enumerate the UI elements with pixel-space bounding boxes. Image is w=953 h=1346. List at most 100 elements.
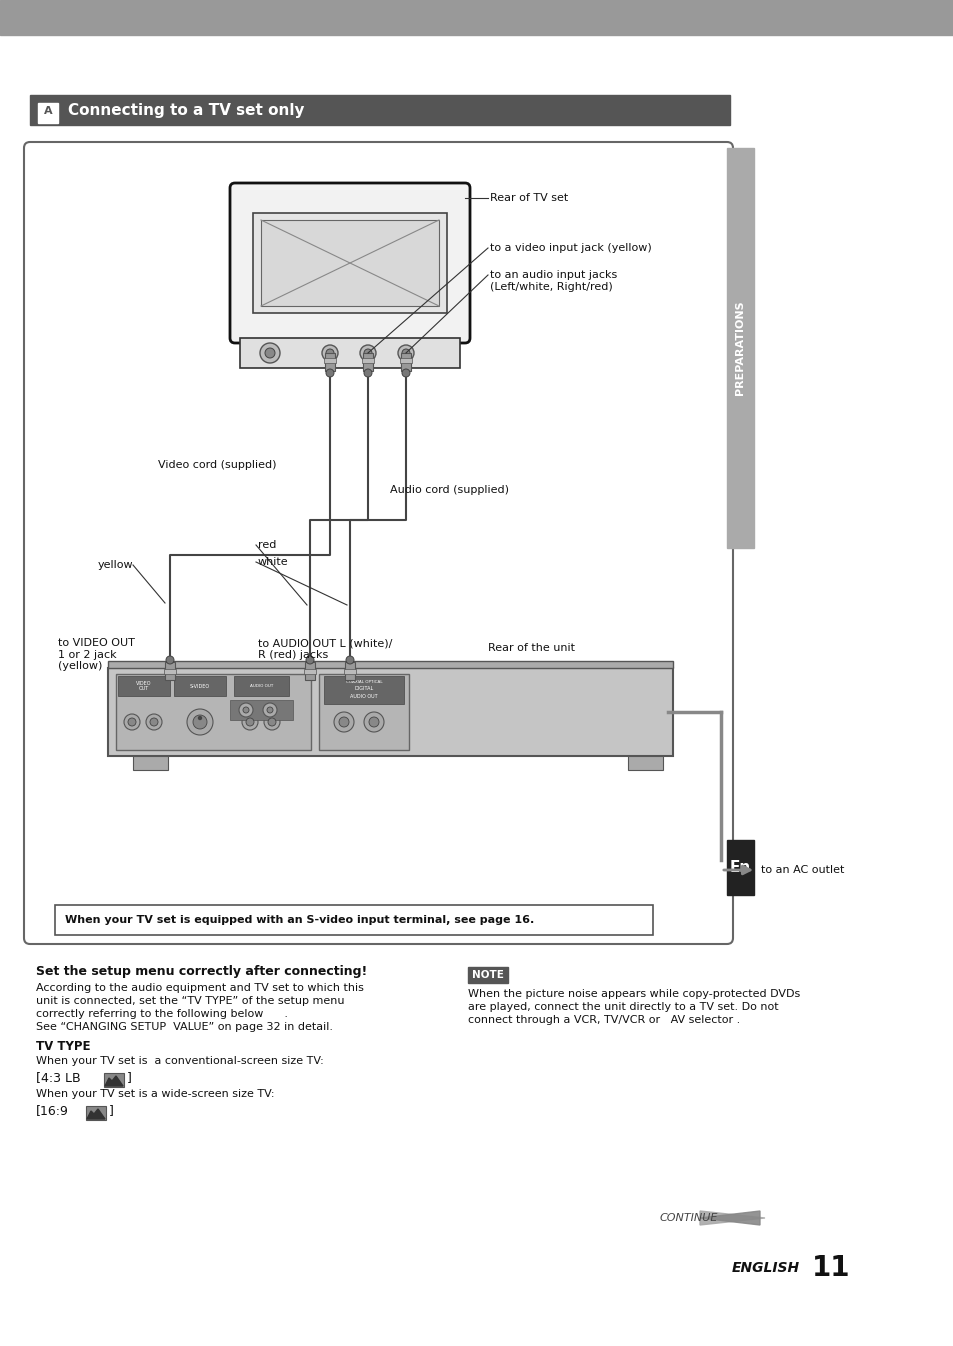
Bar <box>30 96 729 125</box>
Text: A: A <box>44 106 52 116</box>
Text: Video cord (supplied): Video cord (supplied) <box>158 460 276 470</box>
FancyBboxPatch shape <box>230 183 470 343</box>
Bar <box>400 353 411 371</box>
Circle shape <box>267 707 273 713</box>
Circle shape <box>364 369 372 377</box>
Bar <box>164 669 175 674</box>
Bar <box>325 353 335 371</box>
Circle shape <box>401 369 410 377</box>
Bar <box>132 756 168 770</box>
Text: are played, connect the unit directly to a TV set. Do not: are played, connect the unit directly to… <box>468 1001 778 1012</box>
Text: CONTINUE: CONTINUE <box>659 1213 718 1224</box>
Text: COAXIAL OPTICAL: COAXIAL OPTICAL <box>345 680 382 684</box>
Circle shape <box>346 656 354 664</box>
Text: Set the setup menu correctly after connecting!: Set the setup menu correctly after conne… <box>36 965 367 979</box>
Bar <box>86 1106 106 1120</box>
Circle shape <box>146 713 162 730</box>
Bar <box>305 662 314 680</box>
Text: [16:9: [16:9 <box>36 1104 69 1117</box>
Circle shape <box>193 715 207 730</box>
Text: When your TV set is  a conventional-screen size TV:: When your TV set is a conventional-scree… <box>36 1057 323 1066</box>
Text: 11: 11 <box>811 1254 850 1281</box>
Bar <box>230 700 293 720</box>
Circle shape <box>364 349 372 357</box>
Bar <box>726 840 753 895</box>
Bar <box>627 756 662 770</box>
Bar <box>361 358 374 363</box>
Circle shape <box>166 656 173 664</box>
Text: VIDEO
OUT: VIDEO OUT <box>136 681 152 692</box>
Bar <box>240 338 459 367</box>
Bar <box>116 674 311 750</box>
Circle shape <box>243 707 249 713</box>
Text: ]: ] <box>109 1104 113 1117</box>
Text: [4:3 LB: [4:3 LB <box>36 1071 81 1084</box>
Bar <box>304 669 315 674</box>
Text: AUDIO OUT: AUDIO OUT <box>250 684 273 688</box>
Text: When your TV set is equipped with an S-video input terminal, see page 16.: When your TV set is equipped with an S-v… <box>65 915 534 925</box>
Text: white: white <box>257 557 289 567</box>
Circle shape <box>322 345 337 361</box>
Text: to a video input jack (yellow): to a video input jack (yellow) <box>490 244 651 253</box>
Bar <box>345 662 355 680</box>
Circle shape <box>364 712 384 732</box>
Circle shape <box>242 713 257 730</box>
Bar <box>173 676 226 696</box>
Text: ENGLISH: ENGLISH <box>731 1261 800 1275</box>
Bar <box>261 219 438 306</box>
Text: DIGITAL: DIGITAL <box>354 686 374 692</box>
Polygon shape <box>700 1211 764 1225</box>
Text: S-VIDEO: S-VIDEO <box>190 684 210 689</box>
Text: Connecting to a TV set only: Connecting to a TV set only <box>68 104 304 118</box>
Text: En: En <box>729 860 750 875</box>
Bar <box>38 104 58 122</box>
Text: to VIDEO OUT
1 or 2 jack
(yellow): to VIDEO OUT 1 or 2 jack (yellow) <box>58 638 134 672</box>
Circle shape <box>326 349 334 357</box>
Circle shape <box>338 717 349 727</box>
Bar <box>318 674 409 750</box>
Circle shape <box>239 703 253 717</box>
Circle shape <box>265 349 274 358</box>
Text: When your TV set is a wide-screen size TV:: When your TV set is a wide-screen size T… <box>36 1089 274 1098</box>
Bar <box>0 0 953 35</box>
Text: When the picture noise appears while copy-protected DVDs: When the picture noise appears while cop… <box>468 989 800 999</box>
Text: Rear of TV set: Rear of TV set <box>490 192 568 203</box>
Circle shape <box>264 713 280 730</box>
Text: to AUDIO OUT L (white)/
R (red) jacks: to AUDIO OUT L (white)/ R (red) jacks <box>257 638 392 660</box>
Bar <box>324 676 403 704</box>
Circle shape <box>260 343 280 363</box>
Text: to an audio input jacks
(Left/white, Right/red): to an audio input jacks (Left/white, Rig… <box>490 271 617 292</box>
Text: connect through a VCR, TV/VCR or   AV selector .: connect through a VCR, TV/VCR or AV sele… <box>468 1015 740 1026</box>
Circle shape <box>124 713 140 730</box>
Bar <box>108 668 672 756</box>
Bar <box>104 1073 124 1088</box>
Bar <box>165 662 174 680</box>
Circle shape <box>401 349 410 357</box>
Bar <box>726 148 753 548</box>
Circle shape <box>397 345 414 361</box>
Text: unit is connected, set the “TV TYPE” of the setup menu: unit is connected, set the “TV TYPE” of … <box>36 996 344 1005</box>
Text: Audio cord (supplied): Audio cord (supplied) <box>390 485 509 495</box>
Circle shape <box>334 712 354 732</box>
Bar <box>399 358 412 363</box>
Circle shape <box>187 709 213 735</box>
Text: TV TYPE: TV TYPE <box>36 1040 91 1053</box>
Circle shape <box>326 369 334 377</box>
Text: Rear of the unit: Rear of the unit <box>488 643 575 653</box>
Text: ]: ] <box>127 1071 132 1084</box>
Text: AUDIO OUT: AUDIO OUT <box>350 693 377 699</box>
Circle shape <box>128 717 136 725</box>
Text: correctly referring to the following below      .: correctly referring to the following bel… <box>36 1010 288 1019</box>
Circle shape <box>268 717 275 725</box>
Circle shape <box>198 716 201 720</box>
Polygon shape <box>87 1109 105 1119</box>
Text: red: red <box>257 540 276 551</box>
Bar <box>468 966 507 983</box>
Bar <box>344 669 355 674</box>
Bar <box>108 661 672 668</box>
Polygon shape <box>105 1075 123 1086</box>
Bar <box>233 676 289 696</box>
Text: to an AC outlet: to an AC outlet <box>760 865 843 875</box>
Text: PREPARATIONS: PREPARATIONS <box>734 300 744 396</box>
Circle shape <box>150 717 158 725</box>
